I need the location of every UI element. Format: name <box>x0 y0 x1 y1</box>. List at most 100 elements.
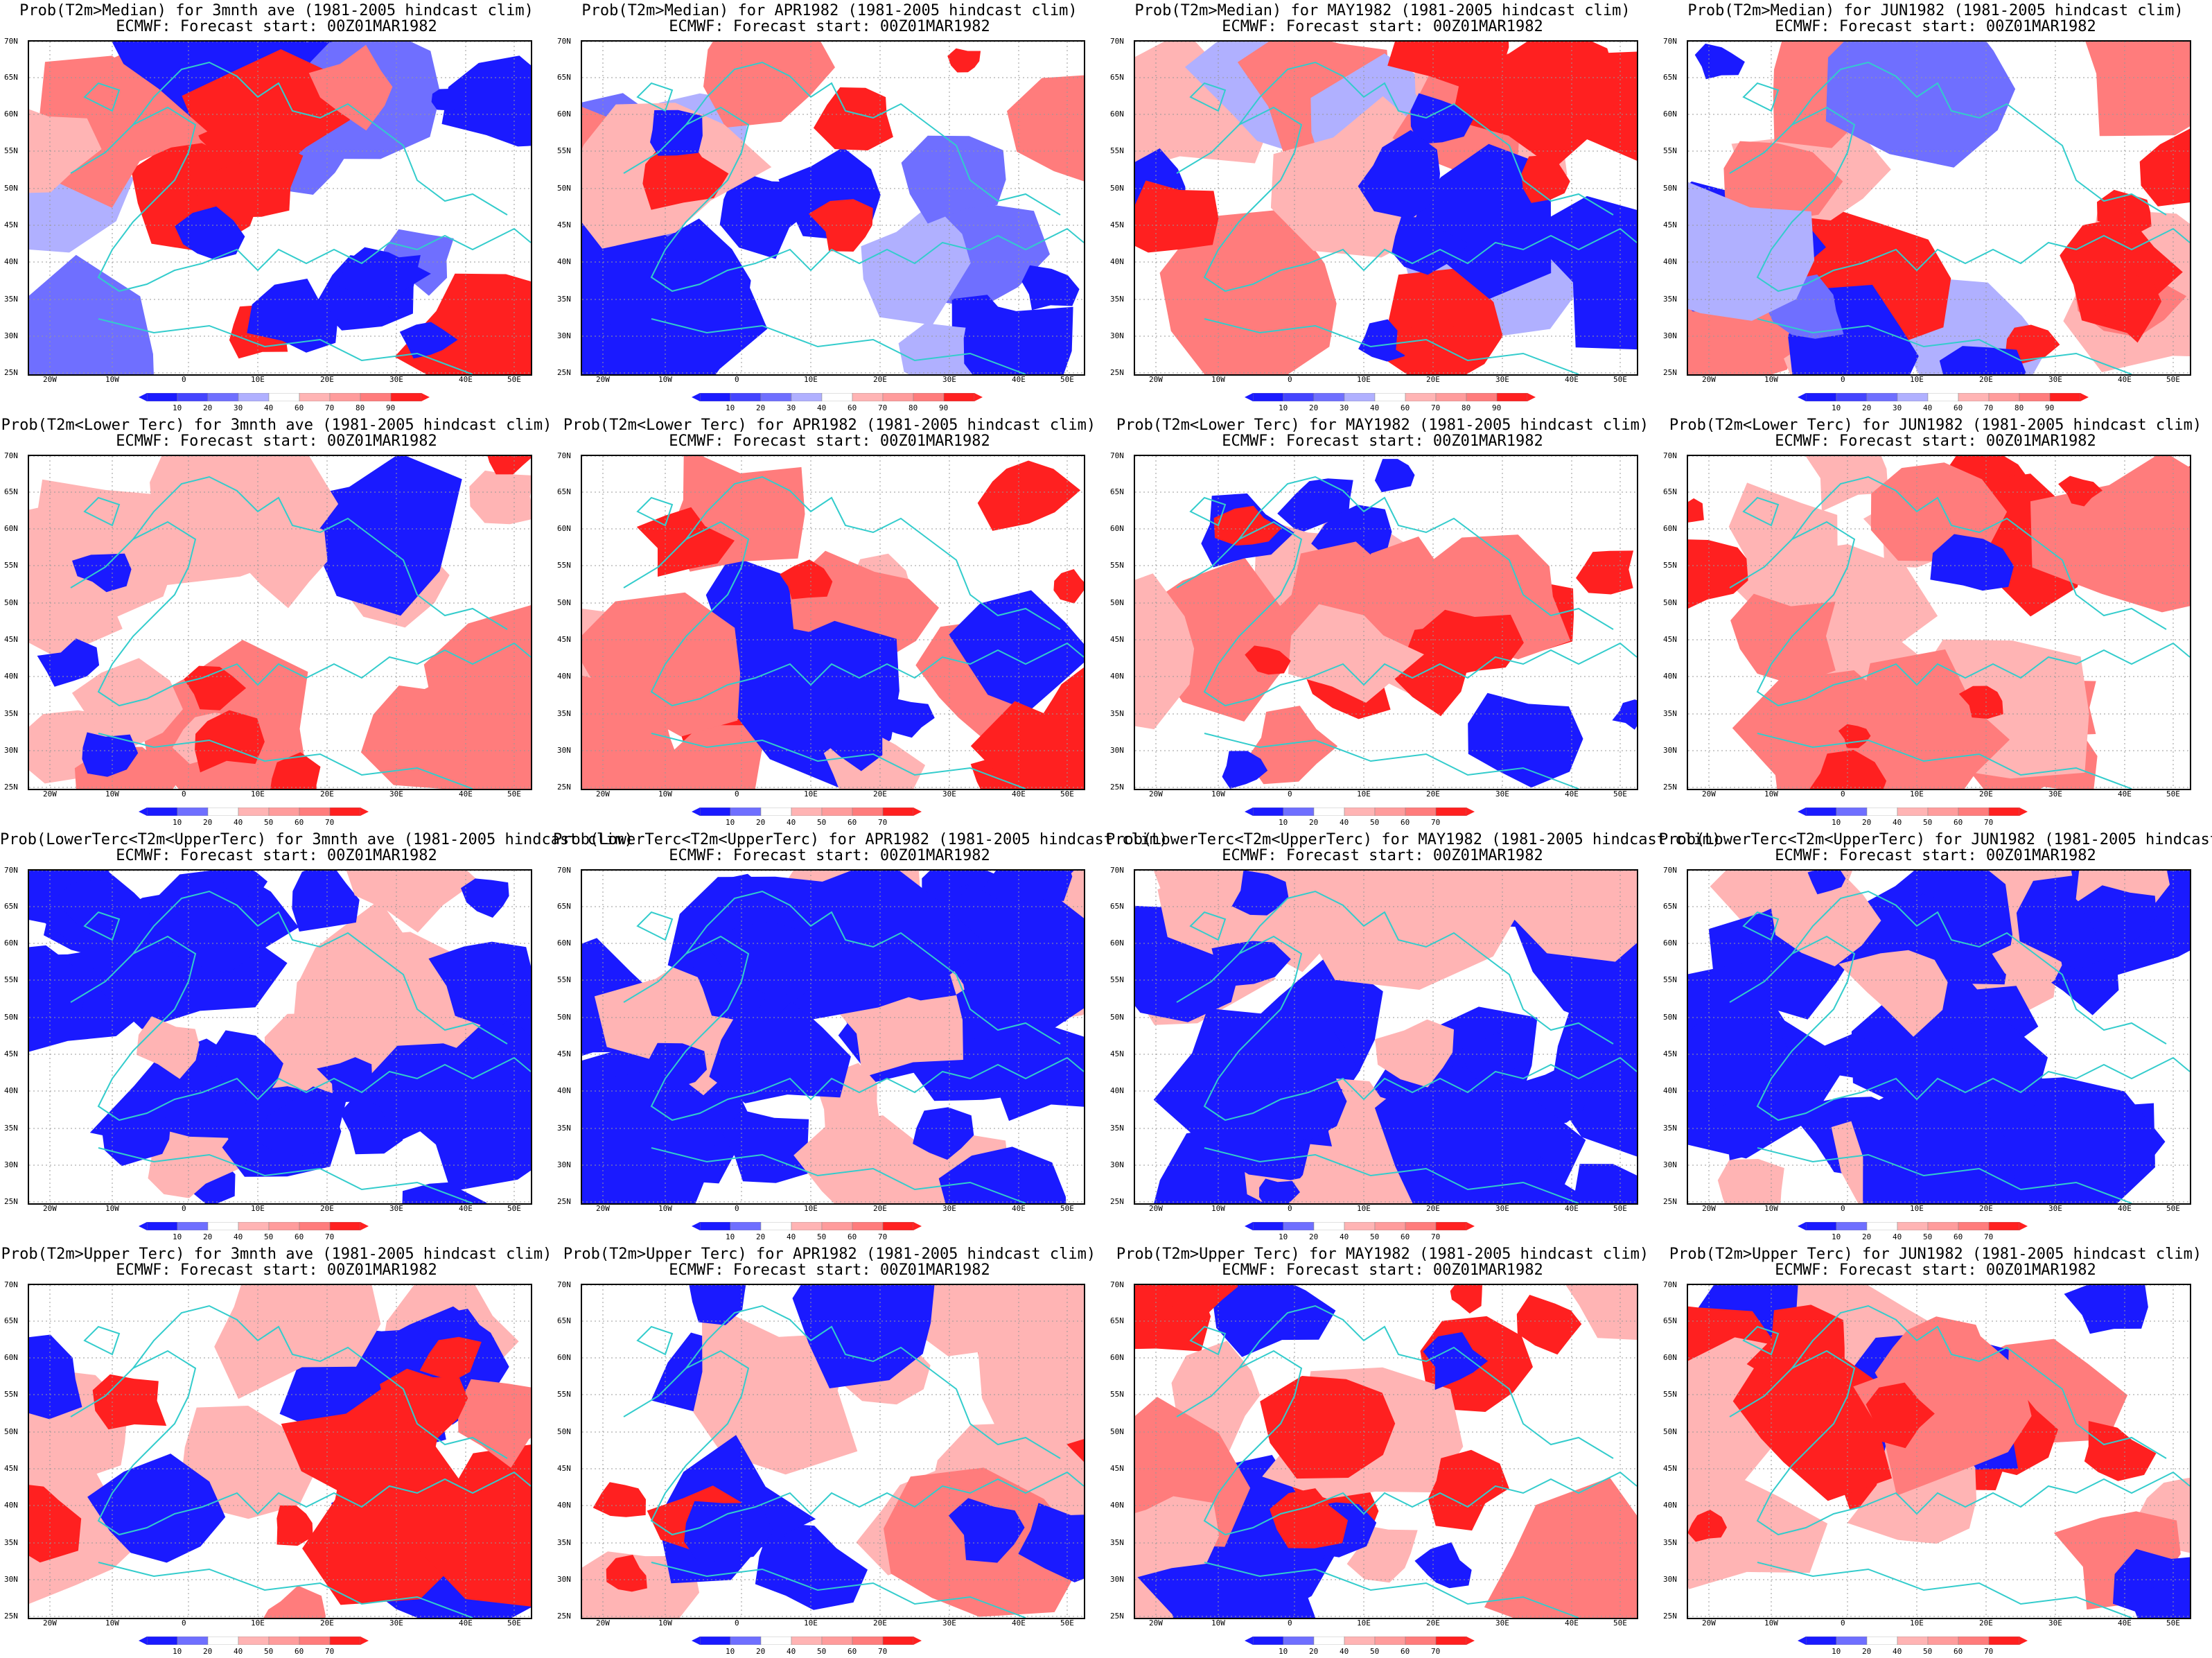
probability-contour <box>901 135 1006 224</box>
longitude-label: 30E <box>1495 789 1509 799</box>
probability-contour <box>1870 462 2008 561</box>
probability-contour <box>194 138 304 218</box>
colorbar-tick-label: 50 <box>817 818 827 827</box>
latitude-label: 65N <box>1110 902 1124 911</box>
colorbar-tick-label: 30 <box>234 403 243 412</box>
latitude-label: 25N <box>1110 1612 1124 1621</box>
panel-title: Prob(LowerTerc<T2m<UpperTerc) for 3mnth … <box>0 831 633 848</box>
longitude-label: 10W <box>658 789 672 799</box>
probability-core <box>1688 498 1704 523</box>
longitude-label: 10E <box>251 1204 265 1213</box>
longitude-label: 20W <box>43 789 57 799</box>
latitude-label: 60N <box>4 524 18 533</box>
probability-contour <box>389 663 531 789</box>
probability-core <box>1423 1332 1489 1390</box>
colorbar-arrow-right <box>2019 808 2028 816</box>
colorbar-arrow-right <box>360 1222 369 1230</box>
colorbar-segment <box>207 1222 239 1230</box>
colorbar-arrow-left <box>139 808 147 816</box>
latitude-label: 40N <box>557 1501 571 1510</box>
longitude-label: 10W <box>105 1204 119 1213</box>
longitude-label: 40E <box>2118 1618 2132 1628</box>
probability-core <box>1222 751 1268 789</box>
latitude-label: 45N <box>557 220 571 229</box>
probability-map <box>1134 869 1638 1205</box>
colorbar-segment <box>1283 1222 1315 1230</box>
latitude-label: 35N <box>1663 1538 1677 1547</box>
probability-contour <box>29 504 123 658</box>
latitude-label: 50N <box>1663 1013 1677 1022</box>
probability-contour <box>1730 593 1836 686</box>
colorbar-segment <box>238 1637 270 1645</box>
latitude-label: 65N <box>557 902 571 911</box>
probability-contour <box>1387 42 1509 87</box>
colorbar-tick-label: 60 <box>1401 403 1410 412</box>
colorbar-segment <box>238 1222 270 1230</box>
panel-title: Prob(T2m>Upper Terc) for 3mnth ave (1981… <box>1 1246 552 1263</box>
probability-core <box>1948 1020 1992 1067</box>
coastline <box>1176 475 1637 789</box>
map-svg <box>1688 456 2190 789</box>
longitude-label: 10W <box>1764 1204 1778 1213</box>
probability-contour <box>1688 1461 1828 1589</box>
longitude-label: 30E <box>942 1204 956 1213</box>
longitude-label: 10E <box>804 1618 818 1628</box>
panel-subtitle: ECMWF: Forecast start: 00Z01MAR1982 <box>1222 1262 1543 1279</box>
colorbar-arrow-left <box>692 808 700 816</box>
colorbar-segment <box>882 1637 914 1645</box>
colorbar-tick-label: 60 <box>295 1647 304 1656</box>
latitude-label: 55N <box>557 561 571 570</box>
probability-core <box>1211 941 1291 986</box>
latitude-label: 65N <box>1110 487 1124 496</box>
latitude-label: 65N <box>1663 1316 1677 1325</box>
coastline <box>70 1304 531 1618</box>
colorbar-segment <box>1866 1637 1898 1645</box>
colorbar-tick-label: 10 <box>1832 1232 1841 1241</box>
colorbar-tick-label: 30 <box>1340 403 1349 412</box>
colorbar-tick-label: 40 <box>234 1647 243 1656</box>
longitude-label: 10W <box>105 1618 119 1628</box>
longitude-label: 30E <box>389 375 403 384</box>
probability-core <box>1694 43 1745 80</box>
colorbar-segment <box>730 808 762 816</box>
latitude-label: 70N <box>4 37 18 46</box>
panel-subtitle: ECMWF: Forecast start: 00Z01MAR1982 <box>669 1262 990 1279</box>
latitude-label: 35N <box>1663 1124 1677 1133</box>
colorbar-segment <box>1344 808 1376 816</box>
colorbar-tick-label: 40 <box>787 1647 796 1656</box>
colorbar-tick-label: 90 <box>2045 403 2055 412</box>
coastline <box>1729 1304 2190 1618</box>
colorbar-tick-label: 50 <box>1923 1232 1933 1241</box>
colorbar-segment <box>1283 808 1315 816</box>
colorbar-tick-label: 50 <box>264 1232 274 1241</box>
colorbar-segment <box>1374 808 1406 816</box>
map-svg <box>29 1285 531 1618</box>
panel-title: Prob(T2m>Median) for APR1982 (1981-2005 … <box>581 2 1078 19</box>
colorbar-segment <box>1435 1637 1467 1645</box>
colorbar-segment <box>2049 393 2081 401</box>
forecast-panel: Prob(T2m<Lower Terc) for MAY1982 (1981-2… <box>1106 414 1659 829</box>
probability-core <box>606 1555 647 1592</box>
colorbar-tick-label: 20 <box>203 1232 213 1241</box>
probability-contour <box>441 55 531 147</box>
colorbar-segment <box>1988 1637 2020 1645</box>
colorbar-segment <box>1958 1637 1990 1645</box>
latitude-label: 60N <box>1110 524 1124 533</box>
colorbar-tick-label: 40 <box>1923 403 1933 412</box>
probability-core <box>981 871 1073 905</box>
colorbar <box>692 1222 922 1230</box>
longitude-label: 50E <box>2166 1618 2180 1628</box>
colorbar-segment <box>1344 1637 1376 1645</box>
latitude-label: 30N <box>1110 331 1124 340</box>
latitude-label: 40N <box>4 257 18 266</box>
colorbar-segment <box>852 1222 884 1230</box>
probability-core <box>2097 189 2152 235</box>
latitude-label: 45N <box>557 1464 571 1473</box>
colorbar-tick-label: 70 <box>1431 1232 1441 1241</box>
colorbar-tick-label: 40 <box>1340 1232 1349 1241</box>
longitude-label: 20W <box>43 375 57 384</box>
colorbar-segment <box>791 1222 823 1230</box>
forecast-panel: Prob(T2m>Upper Terc) for 3mnth ave (1981… <box>0 1244 553 1658</box>
probability-contour <box>1484 1477 1637 1618</box>
colorbar-tick-label: 20 <box>1309 818 1319 827</box>
